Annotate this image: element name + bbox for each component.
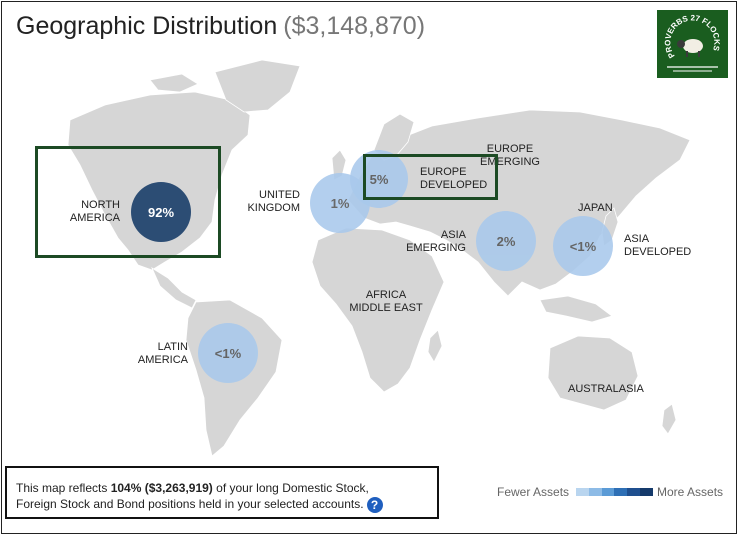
title-text: Geographic Distribution [16,12,278,40]
footnote-suffix: of your long Domestic Stock, [212,481,369,495]
bubble-latin-america[interactable]: <1% [198,323,258,383]
page-title: Geographic Distribution ($3,148,870) [16,12,425,41]
label-europe-developed: EUROPE DEVELOPED [420,166,488,191]
land-north-america [67,91,251,271]
legend-fewer-label: Fewer Assets [497,485,570,499]
land-central-america [151,266,197,309]
legend-scale [576,488,653,496]
land-se-asia-islands [539,295,613,323]
legend-swatch [601,488,615,496]
bubble-value: 1% [330,195,350,211]
bubble-asia-developed[interactable]: <1% [553,216,613,276]
label-australasia: AUSTRALASIA [568,383,644,395]
footnote-percent: 104% [110,481,142,495]
legend-swatch [588,488,602,496]
legend-swatch [640,488,653,496]
land-greenland [214,59,301,113]
bubble-value: 2% [496,233,516,249]
bubble-value: <1% [569,238,597,254]
legend-more-label: More Assets [657,485,724,499]
highlight-north-america [35,146,221,258]
label-asia-emerging: ASIA EMERGING [406,229,466,254]
proverbs-27-flocks-logo: PROVERBS 27 FLOCKS [657,10,728,78]
land-australia [547,335,639,411]
legend-swatch [576,488,589,496]
label-north-america: NORTH AMERICA [69,199,120,224]
bubble-asia-emerging[interactable]: 2% [476,211,536,271]
bubble-value: 92% [147,204,175,220]
label-asia-developed: ASIA DEVELOPED [624,233,692,258]
footnote-amount: ($3,263,919) [144,481,213,495]
label-united-kingdom: UNITED KINGDOM [247,189,300,214]
land-madagascar [427,329,443,363]
coverage-footnote: This map reflects 104% ($3,263,919) of y… [5,466,439,519]
land-arctic-islands [149,73,199,93]
highlight-europe-developed [363,154,498,200]
bubble-value: 5% [369,171,389,187]
label-latin-america: LATIN AMERICA [137,341,188,366]
total-amount: ($3,148,870) [283,12,426,40]
bubble-value: <1% [214,345,242,361]
land-new-zealand [661,403,677,435]
help-icon[interactable]: ? [366,496,383,513]
bubble-north-america[interactable]: 92% [131,182,191,242]
footnote-prefix: This map reflects [16,481,111,495]
land-africa [311,227,445,393]
legend-swatch [614,488,628,496]
footnote-line2: Foreign Stock and Bond positions held in… [16,497,364,511]
label-africa-middle-east: AFRICA MIDDLE EAST [349,289,423,314]
legend-swatch [627,488,641,496]
label-japan: JAPAN [578,202,613,214]
